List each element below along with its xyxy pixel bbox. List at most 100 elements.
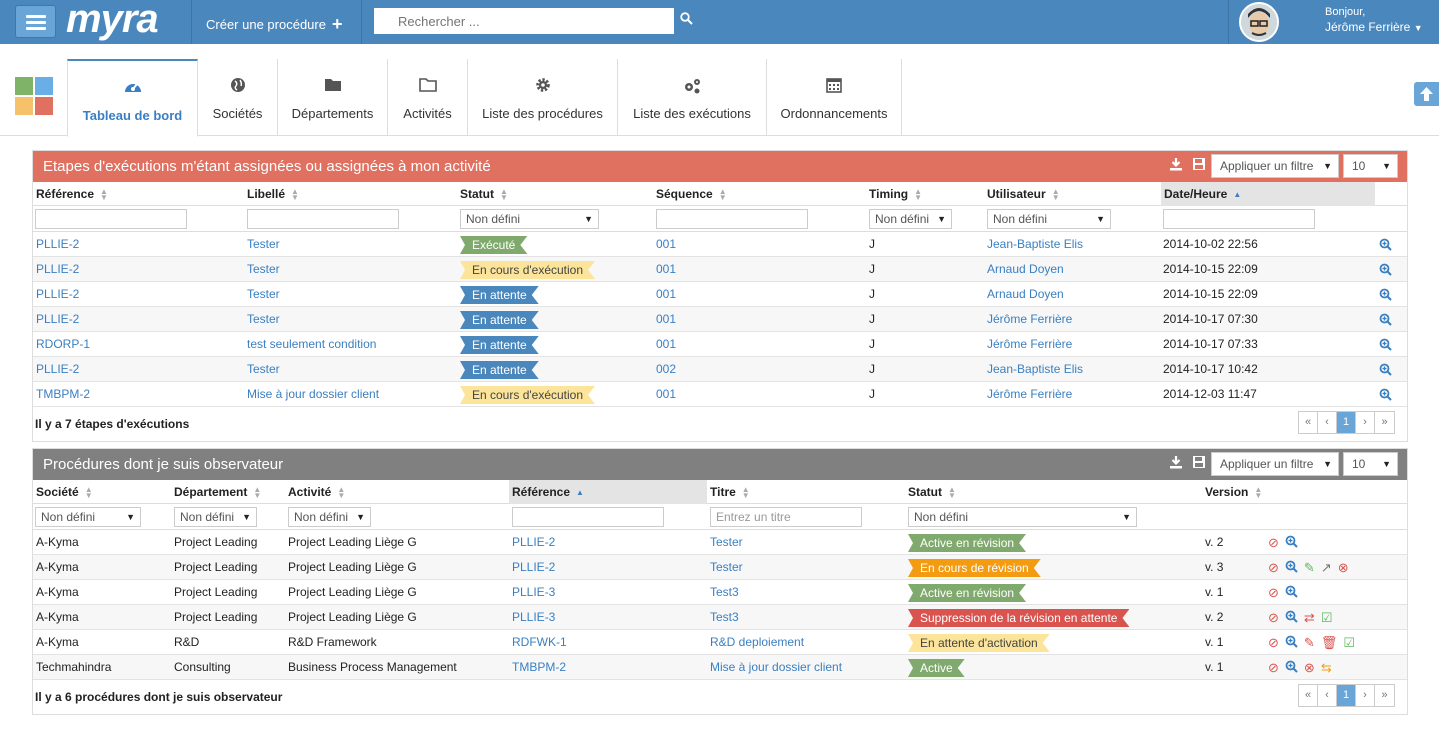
prev-page-button[interactable]: ‹ — [1318, 412, 1337, 433]
reference-link[interactable]: RDFWK-1 — [512, 635, 567, 649]
create-procedure-button[interactable]: Créer une procédure + — [206, 13, 342, 34]
download-icon[interactable] — [1169, 157, 1183, 171]
first-page-button[interactable]: « — [1299, 685, 1318, 706]
retweet-icon[interactable]: ⇄ — [1303, 610, 1315, 625]
reference-link[interactable]: TMBPM-2 — [512, 660, 566, 674]
sequence-link[interactable]: 001 — [656, 312, 677, 326]
tab-liste-executions[interactable]: Liste des exécutions — [618, 59, 767, 136]
trash-icon[interactable]: 🗑 — [1320, 635, 1338, 650]
reference-link[interactable]: PLLIE-2 — [36, 262, 80, 276]
apply-filter-select[interactable]: Appliquer un filtre ▼ — [1211, 154, 1339, 178]
zoom-icon[interactable] — [1285, 631, 1298, 656]
titre-link[interactable]: R&D deploiement — [710, 635, 805, 649]
user-link[interactable]: Jean-Baptiste Elis — [987, 237, 1084, 251]
departement-filter[interactable]: Non défini ▼ — [174, 507, 257, 527]
user-menu[interactable]: Bonjour, Jérôme Ferrière ▼ — [1228, 0, 1439, 44]
tab-ordonnancements[interactable]: Ordonnancements — [767, 59, 902, 136]
societe-filter[interactable]: Non défini ▼ — [35, 507, 141, 527]
reference-link[interactable]: PLLIE-2 — [36, 237, 80, 251]
col-libelle[interactable]: Libellé ▲ ▼ — [247, 186, 299, 202]
sequence-link[interactable]: 001 — [656, 262, 677, 276]
col-activite[interactable]: Activité ▲ ▼ — [288, 484, 346, 500]
zoom-icon[interactable] — [1376, 338, 1392, 351]
zoom-icon[interactable] — [1285, 606, 1298, 631]
libelle-link[interactable]: Tester — [247, 287, 280, 301]
zoom-icon[interactable] — [1285, 656, 1298, 681]
titre-link[interactable]: Test3 — [710, 585, 739, 599]
reference-link[interactable]: PLLIE-3 — [512, 610, 556, 624]
prev-page-button[interactable]: ‹ — [1318, 685, 1337, 706]
zoom-icon[interactable] — [1285, 556, 1298, 581]
timing-filter[interactable]: Non défini ▼ — [869, 209, 952, 229]
user-name[interactable]: Jérôme Ferrière ▼ — [1325, 20, 1423, 34]
sequence-link[interactable]: 001 — [656, 237, 677, 251]
user-link[interactable]: Jérôme Ferrière — [987, 337, 1073, 351]
check-square-icon[interactable]: ☑ — [1320, 610, 1333, 625]
download-icon[interactable] — [1169, 455, 1183, 469]
reference-link[interactable]: PLLIE-2 — [512, 560, 556, 574]
apply-filter-select[interactable]: Appliquer un filtre ▼ — [1211, 452, 1339, 476]
titre-link[interactable]: Tester — [710, 535, 743, 549]
statut-filter[interactable]: Non défini ▼ — [460, 209, 599, 229]
libelle-filter[interactable] — [247, 209, 399, 229]
exchange-icon[interactable]: ⇆ — [1320, 660, 1332, 675]
tab-societes[interactable]: Sociétés — [198, 59, 278, 136]
page-1-button[interactable]: 1 — [1337, 685, 1356, 706]
col-sequence[interactable]: Séquence ▲ ▼ — [656, 186, 727, 202]
libelle-link[interactable]: Tester — [247, 312, 280, 326]
eye-slash-icon[interactable]: ⊘ — [1268, 660, 1279, 675]
col-version[interactable]: Version ▲ ▼ — [1205, 484, 1263, 500]
zoom-icon[interactable] — [1376, 363, 1392, 376]
reference-link[interactable]: PLLIE-2 — [36, 362, 80, 376]
user-link[interactable]: Jean-Baptiste Elis — [987, 362, 1084, 376]
eye-slash-icon[interactable]: ⊘ — [1268, 585, 1279, 600]
titre-filter[interactable]: Entrez un titre — [710, 507, 862, 527]
statut-filter[interactable]: Non défini ▼ — [908, 507, 1137, 527]
reference-link[interactable]: PLLIE-2 — [512, 535, 556, 549]
share-icon[interactable]: ↗ — [1320, 560, 1332, 575]
titre-link[interactable]: Mise à jour dossier client — [710, 660, 843, 674]
zoom-icon[interactable] — [1285, 581, 1298, 606]
search-icon[interactable] — [680, 12, 693, 25]
col-titre[interactable]: Titre ▲ ▼ — [710, 484, 750, 500]
eye-slash-icon[interactable]: ⊘ — [1268, 635, 1279, 650]
user-link[interactable]: Arnaud Doyen — [987, 287, 1064, 301]
user-link[interactable]: Arnaud Doyen — [987, 262, 1064, 276]
date-filter[interactable] — [1163, 209, 1315, 229]
tab-departements[interactable]: Départements — [278, 59, 388, 136]
zoom-icon[interactable] — [1376, 238, 1392, 251]
sequence-link[interactable]: 001 — [656, 287, 677, 301]
col-statut[interactable]: Statut ▲ ▼ — [908, 484, 956, 500]
search-input[interactable] — [374, 8, 674, 34]
reference-link[interactable]: PLLIE-2 — [36, 287, 80, 301]
user-link[interactable]: Jérôme Ferrière — [987, 387, 1073, 401]
titre-link[interactable]: Test3 — [710, 610, 739, 624]
reference-link[interactable]: RDORP-1 — [36, 337, 91, 351]
zoom-icon[interactable] — [1376, 388, 1392, 401]
save-icon[interactable] — [1192, 157, 1206, 171]
user-link[interactable]: Jérôme Ferrière — [987, 312, 1073, 326]
libelle-link[interactable]: Mise à jour dossier client — [247, 387, 380, 401]
eye-slash-icon[interactable]: ⊘ — [1268, 560, 1279, 575]
zoom-icon[interactable] — [1376, 288, 1392, 301]
page-size-select[interactable]: 10 ▼ — [1343, 154, 1398, 178]
page-size-select[interactable]: 10 ▼ — [1343, 452, 1398, 476]
col-societe[interactable]: Société ▲ ▼ — [36, 484, 93, 500]
activite-filter[interactable]: Non défini ▼ — [288, 507, 371, 527]
save-icon[interactable] — [1192, 455, 1206, 469]
libelle-link[interactable]: test seulement condition — [247, 337, 377, 351]
reference-filter[interactable] — [512, 507, 664, 527]
eye-slash-icon[interactable]: ⊘ — [1268, 610, 1279, 625]
libelle-link[interactable]: Tester — [247, 237, 280, 251]
col-date-heure[interactable]: Date/Heure ▲ — [1161, 182, 1375, 206]
pencil-icon[interactable]: ✎ — [1303, 560, 1315, 575]
reference-filter[interactable] — [35, 209, 187, 229]
cancel-icon[interactable]: ⊗ — [1303, 660, 1315, 675]
col-statut[interactable]: Statut ▲ ▼ — [460, 186, 508, 202]
eye-slash-icon[interactable]: ⊘ — [1268, 535, 1279, 550]
next-page-button[interactable]: › — [1356, 412, 1375, 433]
reference-link[interactable]: PLLIE-3 — [512, 585, 556, 599]
reference-link[interactable]: TMBPM-2 — [36, 387, 90, 401]
col-reference[interactable]: Référence ▲ ▼ — [36, 186, 108, 202]
zoom-icon[interactable] — [1376, 313, 1392, 326]
